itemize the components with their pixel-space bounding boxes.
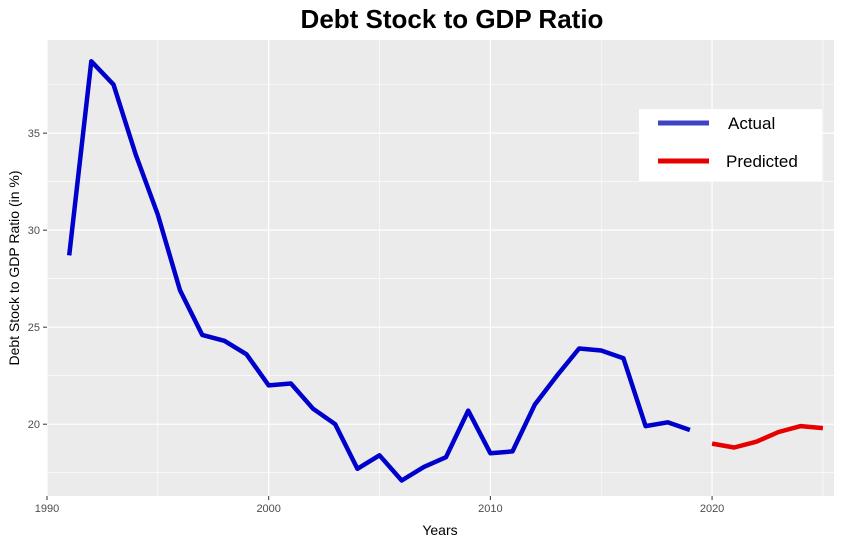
x-tick-label: 2000 — [256, 503, 280, 515]
y-axis-ticks: 20 25 30 35 — [28, 128, 47, 431]
series-line-predicted — [711, 423, 824, 450]
series-layer — [66, 59, 824, 483]
chart-title: Debt Stock to GDP Ratio — [301, 4, 604, 34]
x-axis-ticks: 1990 2000 2010 2020 — [35, 496, 724, 515]
x-tick-label: 2020 — [700, 503, 724, 515]
legend: Actual Predicted — [639, 109, 822, 181]
grid-major — [46, 40, 834, 496]
y-tick-label: 25 — [28, 322, 40, 334]
x-axis-label: Years — [422, 522, 457, 538]
y-tick-label: 35 — [28, 128, 40, 140]
y-tick-label: 20 — [28, 419, 40, 431]
y-tick-label: 30 — [28, 225, 40, 237]
plot-panel — [47, 40, 834, 496]
legend-label-predicted: Predicted — [726, 152, 798, 171]
y-axis-label: Debt Stock to GDP Ratio (in %) — [6, 170, 22, 365]
legend-label-actual: Actual — [728, 114, 775, 133]
x-tick-label: 2010 — [478, 503, 502, 515]
series-line-actual — [66, 59, 691, 483]
x-tick-label: 1990 — [35, 503, 59, 515]
